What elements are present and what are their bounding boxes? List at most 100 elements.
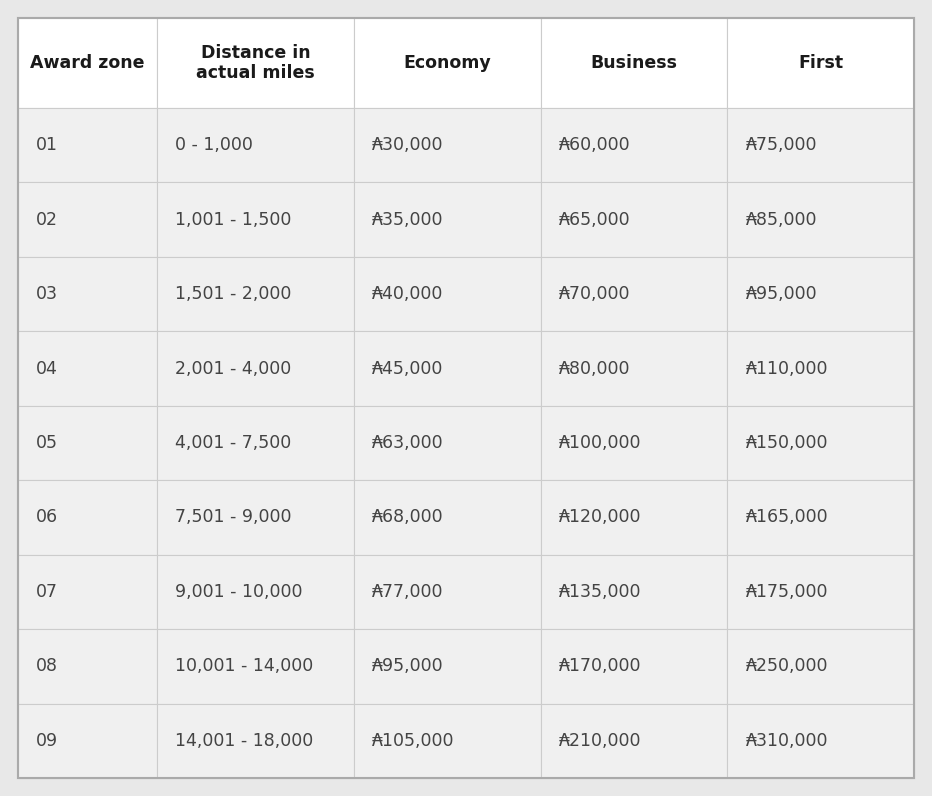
Text: 01: 01 xyxy=(36,136,58,154)
Text: ₳85,000: ₳85,000 xyxy=(746,211,817,228)
Bar xyxy=(157,555,354,629)
Bar xyxy=(728,108,914,182)
Bar xyxy=(157,704,354,778)
Text: 10,001 - 14,000: 10,001 - 14,000 xyxy=(175,657,313,675)
Bar xyxy=(541,182,728,257)
Bar xyxy=(354,480,541,555)
Bar xyxy=(728,257,914,331)
Text: 08: 08 xyxy=(36,657,58,675)
Bar xyxy=(18,331,157,406)
Bar xyxy=(18,18,157,108)
Text: 09: 09 xyxy=(36,732,58,750)
Text: First: First xyxy=(798,54,843,72)
Text: 07: 07 xyxy=(36,583,58,601)
Bar xyxy=(541,18,728,108)
Text: ₳110,000: ₳110,000 xyxy=(746,360,828,377)
Bar xyxy=(354,331,541,406)
Bar xyxy=(157,182,354,257)
Text: Distance in
actual miles: Distance in actual miles xyxy=(197,44,315,83)
Bar xyxy=(354,555,541,629)
Bar xyxy=(157,480,354,555)
Text: ₳170,000: ₳170,000 xyxy=(559,657,641,675)
Text: ₳310,000: ₳310,000 xyxy=(746,732,828,750)
Bar xyxy=(157,257,354,331)
Bar xyxy=(157,108,354,182)
Bar xyxy=(354,629,541,704)
Text: 9,001 - 10,000: 9,001 - 10,000 xyxy=(175,583,303,601)
Text: ₳165,000: ₳165,000 xyxy=(746,509,828,526)
Bar xyxy=(541,331,728,406)
Bar xyxy=(354,182,541,257)
Text: ₳95,000: ₳95,000 xyxy=(373,657,444,675)
Bar xyxy=(354,704,541,778)
Text: Economy: Economy xyxy=(404,54,491,72)
Bar xyxy=(541,406,728,480)
Text: 02: 02 xyxy=(36,211,58,228)
Bar xyxy=(354,108,541,182)
Bar xyxy=(157,629,354,704)
Text: 4,001 - 7,500: 4,001 - 7,500 xyxy=(175,434,292,452)
Bar xyxy=(18,555,157,629)
Bar xyxy=(541,108,728,182)
Text: 2,001 - 4,000: 2,001 - 4,000 xyxy=(175,360,292,377)
Bar xyxy=(157,406,354,480)
Text: ₳45,000: ₳45,000 xyxy=(373,360,444,377)
Bar xyxy=(354,18,541,108)
Bar xyxy=(157,331,354,406)
Bar xyxy=(18,704,157,778)
Text: ₳175,000: ₳175,000 xyxy=(746,583,828,601)
Text: ₳210,000: ₳210,000 xyxy=(559,732,641,750)
Bar xyxy=(18,257,157,331)
Bar xyxy=(728,480,914,555)
Text: ₳135,000: ₳135,000 xyxy=(559,583,641,601)
Text: ₳80,000: ₳80,000 xyxy=(559,360,630,377)
Bar xyxy=(354,406,541,480)
Bar xyxy=(728,182,914,257)
Bar xyxy=(728,18,914,108)
Text: 04: 04 xyxy=(36,360,58,377)
Text: ₳40,000: ₳40,000 xyxy=(373,285,444,303)
Bar xyxy=(18,480,157,555)
Text: 05: 05 xyxy=(36,434,58,452)
Bar xyxy=(728,629,914,704)
Text: ₳100,000: ₳100,000 xyxy=(559,434,641,452)
Bar xyxy=(18,406,157,480)
Bar xyxy=(18,182,157,257)
Text: 14,001 - 18,000: 14,001 - 18,000 xyxy=(175,732,313,750)
Text: 06: 06 xyxy=(36,509,58,526)
Text: ₳150,000: ₳150,000 xyxy=(746,434,828,452)
Text: ₳63,000: ₳63,000 xyxy=(373,434,444,452)
Bar xyxy=(541,704,728,778)
Text: 1,501 - 2,000: 1,501 - 2,000 xyxy=(175,285,292,303)
Text: ₳77,000: ₳77,000 xyxy=(373,583,444,601)
Text: ₳65,000: ₳65,000 xyxy=(559,211,631,228)
Text: ₳95,000: ₳95,000 xyxy=(746,285,817,303)
Bar xyxy=(728,406,914,480)
Text: ₳68,000: ₳68,000 xyxy=(373,509,444,526)
Text: ₳250,000: ₳250,000 xyxy=(746,657,828,675)
Text: ₳105,000: ₳105,000 xyxy=(373,732,455,750)
Text: Business: Business xyxy=(591,54,678,72)
Text: ₳60,000: ₳60,000 xyxy=(559,136,631,154)
Bar xyxy=(541,555,728,629)
Bar xyxy=(728,555,914,629)
Text: ₳120,000: ₳120,000 xyxy=(559,509,641,526)
Bar xyxy=(541,629,728,704)
Bar xyxy=(728,331,914,406)
Bar xyxy=(354,257,541,331)
Bar xyxy=(728,704,914,778)
Text: 1,001 - 1,500: 1,001 - 1,500 xyxy=(175,211,292,228)
Bar xyxy=(18,629,157,704)
Text: ₳35,000: ₳35,000 xyxy=(373,211,444,228)
Text: ₳30,000: ₳30,000 xyxy=(373,136,444,154)
Text: ₳75,000: ₳75,000 xyxy=(746,136,817,154)
Bar xyxy=(18,108,157,182)
Text: 0 - 1,000: 0 - 1,000 xyxy=(175,136,253,154)
Text: ₳70,000: ₳70,000 xyxy=(559,285,630,303)
Text: 03: 03 xyxy=(36,285,58,303)
Text: 7,501 - 9,000: 7,501 - 9,000 xyxy=(175,509,292,526)
Text: Award zone: Award zone xyxy=(30,54,144,72)
Bar xyxy=(541,257,728,331)
Bar xyxy=(157,18,354,108)
Bar xyxy=(541,480,728,555)
